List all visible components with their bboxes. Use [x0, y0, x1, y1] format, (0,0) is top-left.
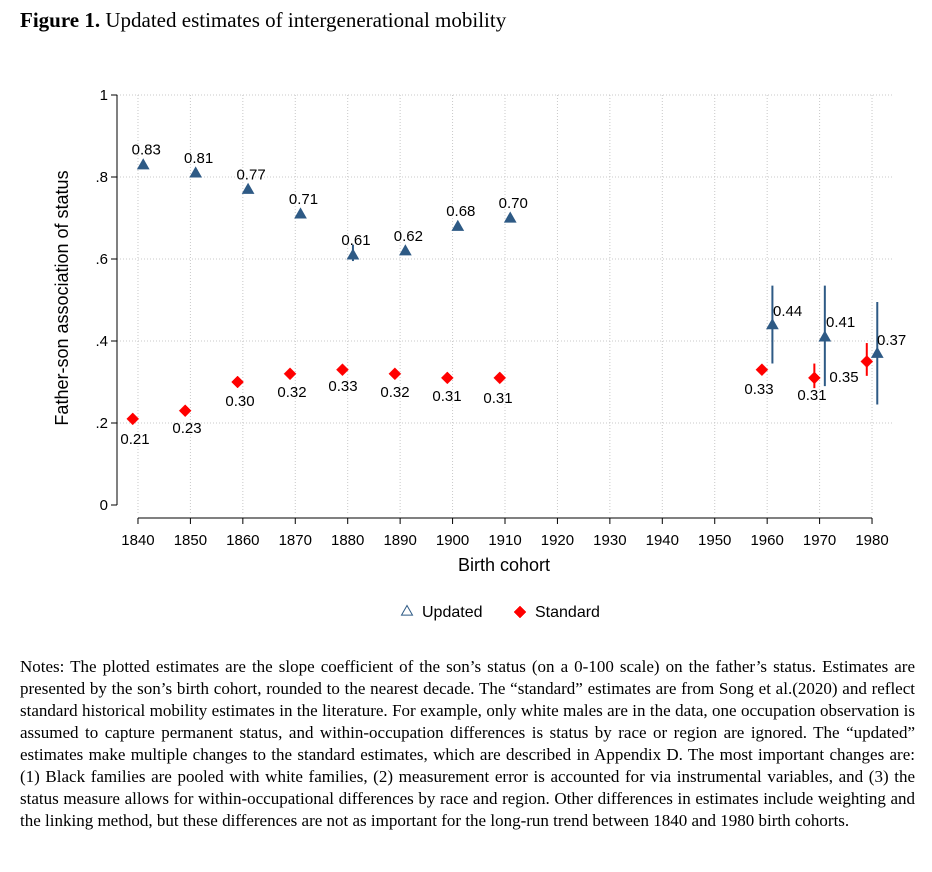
updated-data-label: 0.83: [132, 142, 161, 159]
y-tick-label: 1: [100, 87, 108, 104]
standard-data-label: 0.31: [483, 390, 512, 407]
standard-data-label: 0.31: [797, 387, 826, 404]
x-tick-label: 1850: [174, 532, 207, 549]
x-tick-label: 1970: [803, 532, 836, 549]
updated-point: [189, 166, 203, 178]
data-marks: [126, 158, 884, 426]
standard-data-label: 0.33: [744, 381, 773, 398]
error-bars: [351, 244, 879, 405]
updated-point: [136, 158, 150, 170]
figure-notes: Notes: The plotted estimates are the slo…: [20, 657, 915, 830]
standard-point: [755, 363, 769, 377]
x-tick-label: 1900: [436, 532, 469, 549]
y-tick-label: .2: [95, 415, 108, 432]
legend-standard-label: Standard: [535, 604, 600, 621]
standard-point: [231, 375, 244, 389]
x-tick-label: 1890: [383, 532, 416, 549]
standard-point: [126, 412, 140, 426]
legend-standard-marker: [513, 605, 527, 619]
x-tick-label: 1860: [226, 532, 259, 549]
gridlines: [117, 94, 893, 513]
standard-data-label: 0.35: [829, 369, 858, 386]
updated-point: [294, 207, 307, 219]
updated-data-label: 0.62: [394, 228, 423, 245]
updated-data-label: 0.81: [184, 150, 213, 167]
figure-title-text: Updated estimates of intergenerational m…: [105, 8, 507, 32]
standard-data-label: 0.23: [172, 420, 201, 437]
updated-point: [766, 318, 779, 330]
updated-data-label: 0.61: [341, 232, 370, 249]
legend-updated-marker: [400, 604, 414, 616]
standard-point: [283, 367, 297, 381]
updated-point: [241, 182, 255, 194]
x-tick-label: 1920: [541, 532, 574, 549]
standard-point: [860, 355, 874, 368]
updated-data-label: 0.77: [236, 166, 265, 183]
updated-data-label: 0.37: [877, 332, 906, 349]
standard-point: [807, 371, 821, 385]
x-tick-label: 1870: [279, 532, 312, 549]
updated-point: [503, 211, 517, 223]
x-tick-label: 1840: [121, 532, 154, 549]
updated-point: [399, 244, 412, 256]
updated-point: [870, 346, 884, 358]
updated-point: [818, 330, 832, 342]
updated-data-label: 0.68: [446, 203, 475, 220]
standard-data-label: 0.32: [380, 384, 409, 401]
x-tick-label: 1930: [593, 532, 626, 549]
updated-data-label: 0.41: [826, 314, 855, 331]
standard-data-label: 0.31: [432, 388, 461, 405]
x-tick-label: 1880: [331, 532, 364, 549]
figure-number: Figure 1.: [20, 8, 101, 32]
data-labels: 0.83 0.81 0.77 0.71 0.61 0.62 0.68 0.70 0.44 0.41…: [120, 142, 906, 448]
updated-data-label: 0.71: [289, 191, 318, 208]
x-tick-label: 1960: [750, 532, 783, 549]
figure-title: Figure 1. Updated estimates of intergene…: [20, 8, 506, 33]
y-tick-label: .6: [95, 251, 108, 268]
standard-point: [440, 371, 454, 385]
updated-data-label: 0.44: [773, 303, 802, 320]
y-tick-label: .8: [95, 169, 108, 186]
chart: 0 .2 .4 .6 .8 1 1840 1850 1860 1870 1880 1890 1900 19…: [52, 87, 906, 621]
standard-data-label: 0.21: [120, 431, 149, 448]
x-tick-label: 1950: [698, 532, 731, 549]
x-tick-label: 1980: [855, 532, 888, 549]
updated-point: [346, 248, 360, 260]
standard-point: [388, 367, 402, 381]
standard-data-label: 0.33: [328, 378, 357, 395]
x-tick-label: 1910: [488, 532, 521, 549]
legend: Updated Standard: [400, 604, 600, 621]
updated-data-label: 0.70: [499, 195, 528, 212]
standard-point: [178, 404, 192, 418]
standard-data-label: 0.30: [225, 393, 254, 410]
y-axis-title: Father-son association of status: [52, 170, 72, 425]
y-tick-label: .4: [95, 333, 108, 350]
x-tick-label: 1940: [646, 532, 679, 549]
standard-point: [493, 371, 507, 385]
axes: 0 .2 .4 .6 .8 1 1840 1850 1860 1870 1880 1890 1900 19…: [95, 87, 888, 549]
x-axis-title: Birth cohort: [458, 555, 550, 575]
standard-point: [336, 363, 349, 377]
updated-point: [451, 219, 465, 231]
y-tick-label: 0: [100, 497, 108, 514]
legend-updated-label: Updated: [422, 604, 483, 621]
standard-data-label: 0.32: [277, 384, 306, 401]
